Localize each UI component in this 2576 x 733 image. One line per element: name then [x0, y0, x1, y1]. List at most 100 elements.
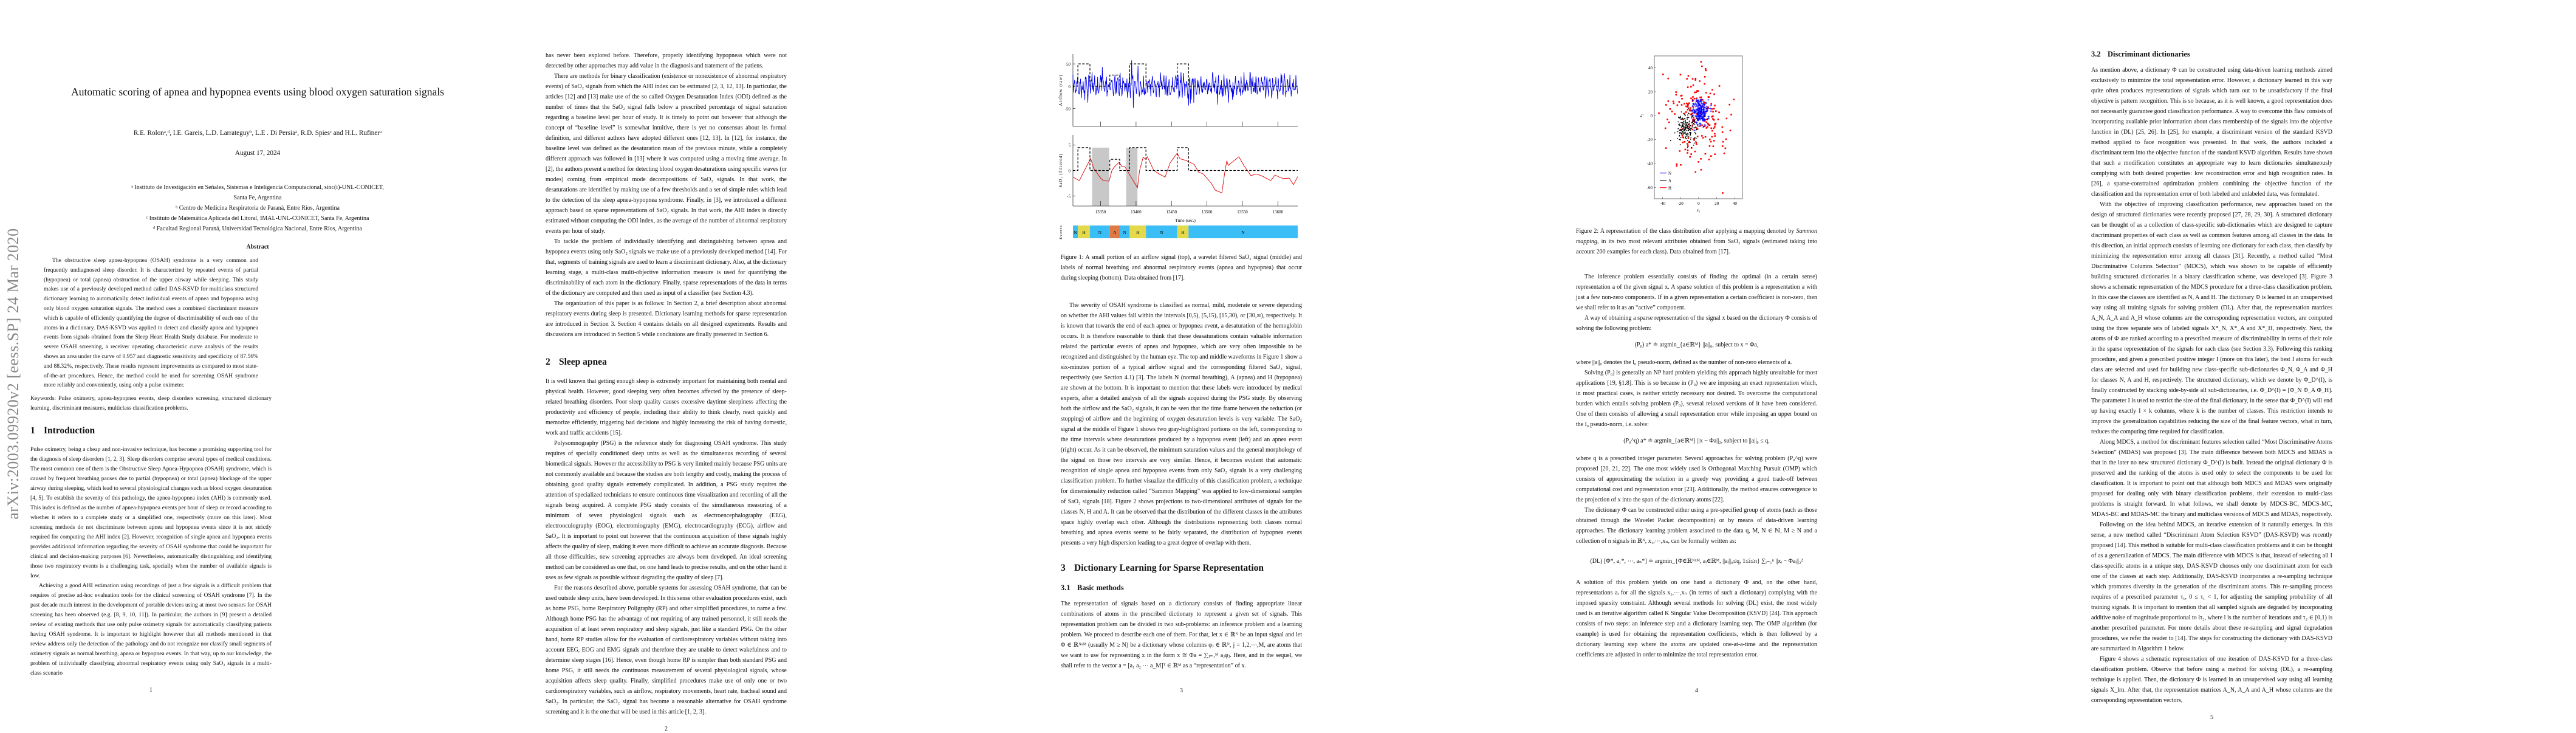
data-point-a — [1684, 129, 1686, 131]
data-point-h — [1691, 98, 1694, 101]
data-point-n — [1697, 114, 1699, 117]
caption-emphasis: Sammon mapping — [1576, 228, 1817, 245]
data-point-h — [1691, 78, 1694, 80]
data-point-n — [1704, 106, 1707, 109]
data-point-n — [1695, 115, 1698, 119]
data-point-n — [1701, 115, 1704, 119]
section-heading: 2 Sleep apnea — [546, 357, 787, 368]
data-point-n — [1705, 105, 1708, 108]
paragraph: With the objective of improving classifi… — [2091, 201, 2332, 435]
data-point-h — [1693, 138, 1695, 140]
paragraph: Achieving a good AHI estimation using re… — [30, 582, 272, 677]
data-point-a — [1686, 134, 1688, 136]
legend-label: N — [1668, 171, 1671, 176]
data-point-h — [1688, 102, 1690, 105]
data-point-h — [1696, 90, 1698, 92]
data-point-a — [1694, 132, 1696, 134]
data-point-a — [1678, 125, 1680, 126]
data-point-a — [1688, 128, 1690, 130]
data-point-n — [1696, 123, 1699, 126]
event-label: N — [1074, 230, 1077, 235]
data-point-n — [1699, 117, 1701, 120]
data-point-a — [1691, 128, 1692, 129]
data-point-h — [1693, 117, 1694, 119]
data-point-a — [1687, 146, 1688, 148]
y-tick-label: 0 — [1069, 169, 1071, 174]
subsection-title: Basic methods — [1077, 583, 1124, 592]
data-point-h — [1687, 86, 1689, 88]
paragraph: The dictionary Φ can be constructed eith… — [1576, 507, 1817, 545]
data-point-a — [1691, 126, 1693, 128]
data-point-a — [1679, 132, 1680, 134]
data-point-n — [1704, 112, 1707, 115]
data-point-a — [1688, 130, 1689, 131]
data-point-h — [1696, 128, 1699, 130]
data-point-n — [1707, 107, 1709, 110]
data-point-a — [1680, 126, 1682, 128]
data-point-h — [1704, 75, 1706, 78]
data-point-n — [1690, 114, 1693, 116]
section-heading: 1 Introduction — [30, 425, 272, 436]
data-point-a — [1687, 119, 1688, 120]
data-point-h — [1714, 153, 1716, 156]
data-point-h — [1675, 94, 1677, 96]
y-tick-label: -20 — [1647, 137, 1653, 142]
event-segment — [1188, 225, 1298, 238]
data-point-n — [1703, 106, 1706, 109]
x-tick-label: -40 — [1660, 201, 1666, 206]
y-tick-label: -40 — [1647, 161, 1653, 166]
event-segment — [1109, 225, 1120, 238]
page-number: 1 — [149, 687, 152, 694]
data-point-h — [1707, 123, 1710, 126]
x-tick-label: 13600 — [1273, 210, 1284, 215]
data-point-h — [1705, 121, 1708, 123]
subsection-heading: 3.1 Basic methods — [1061, 583, 1302, 593]
data-point-h — [1713, 119, 1715, 121]
data-point-a — [1696, 137, 1697, 139]
data-point-h — [1711, 89, 1713, 91]
data-point-a — [1686, 129, 1688, 131]
data-point-h — [1680, 128, 1682, 131]
data-point-n — [1697, 110, 1700, 113]
data-point-a — [1686, 125, 1688, 126]
data-point-h — [1717, 119, 1719, 120]
abstract-heading: Abstract — [246, 244, 269, 250]
equation-dl: (DL) [Φ*, a₁*, ⋯, aₙ*] ≐ argmin_{Φ∈ℝᴺˣᴹ,… — [1590, 558, 1803, 565]
data-point-a — [1684, 122, 1686, 123]
data-point-n — [1702, 109, 1705, 111]
data-point-h — [1688, 123, 1690, 126]
data-point-h — [1711, 108, 1713, 110]
y-tick-label: 5 — [1069, 143, 1071, 148]
data-point-h — [1694, 119, 1696, 121]
data-point-h — [1671, 110, 1673, 112]
data-point-n — [1691, 105, 1694, 107]
data-point-h — [1687, 145, 1689, 147]
data-point-h — [1667, 100, 1670, 102]
data-point-h — [1687, 106, 1689, 108]
data-point-a — [1691, 117, 1693, 119]
paragraph: As mention above, a dictionary Φ can be … — [2091, 67, 2332, 198]
data-point-h — [1691, 122, 1693, 124]
paragraph: Pulse oximetry, being a cheap and non-in… — [30, 446, 272, 580]
body-text: The inference problem essentially consis… — [1576, 272, 1817, 660]
data-point-n — [1692, 114, 1694, 117]
data-point-h — [1693, 139, 1695, 141]
data-point-h — [1684, 148, 1687, 151]
data-point-n — [1709, 107, 1711, 110]
page-4: -40 -20 0 20 40 40 20 0 -20 -40 -60 x₁ x₂ N A H Figure … — [1546, 0, 2061, 729]
data-point-h — [1696, 113, 1698, 115]
data-point-a — [1691, 122, 1693, 123]
data-point-h — [1696, 97, 1698, 100]
data-point-n — [1698, 107, 1701, 110]
event-segment — [1078, 225, 1091, 238]
page-number: 3 — [1180, 687, 1183, 694]
data-point-a — [1688, 117, 1690, 119]
data-point-h — [1710, 155, 1712, 157]
data-point-n — [1705, 108, 1708, 111]
data-point-a — [1684, 126, 1686, 128]
data-point-a — [1690, 129, 1691, 131]
y-tick-label: 40 — [1648, 66, 1653, 71]
y-axis-label: Airflow (raw) — [1058, 74, 1063, 106]
data-point-h — [1691, 112, 1694, 115]
